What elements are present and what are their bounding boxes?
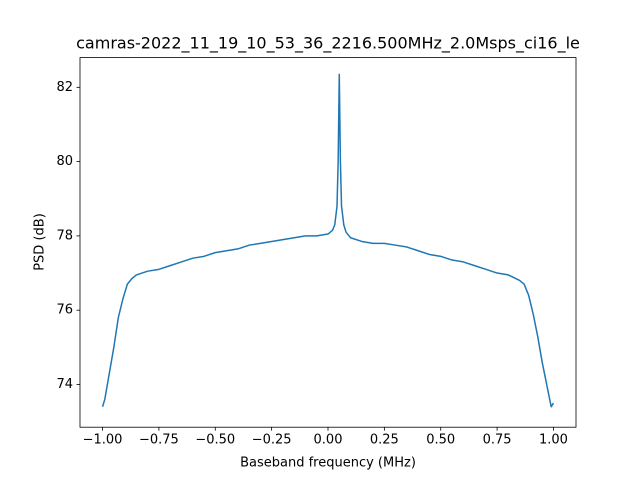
x-tick-label: 1.00 — [539, 433, 568, 448]
x-tick-label: 0.25 — [370, 433, 399, 448]
y-tick-label: 82 — [56, 80, 73, 95]
y-tick-label: 78 — [56, 228, 73, 243]
x-tick-label: 0.75 — [483, 433, 512, 448]
x-tick-label: −0.50 — [195, 433, 235, 448]
x-tick-label: −1.00 — [83, 433, 123, 448]
y-axis-label: PSD (dB) — [33, 213, 48, 271]
plot-frame — [79, 57, 577, 428]
y-tick-label: 76 — [56, 303, 73, 318]
psd-line — [101, 73, 555, 408]
chart-title: camras-2022_11_19_10_53_36_2216.500MHz_2… — [76, 34, 580, 54]
x-tick-label: 0.50 — [426, 433, 455, 448]
x-tick-label: −0.25 — [252, 433, 292, 448]
y-tick-label: 74 — [56, 377, 73, 392]
x-axis-label: Baseband frequency (MHz) — [240, 456, 416, 471]
x-tick-label: −0.75 — [139, 433, 179, 448]
y-tick-label: 80 — [56, 154, 73, 169]
x-tick-label: 0.00 — [314, 433, 343, 448]
